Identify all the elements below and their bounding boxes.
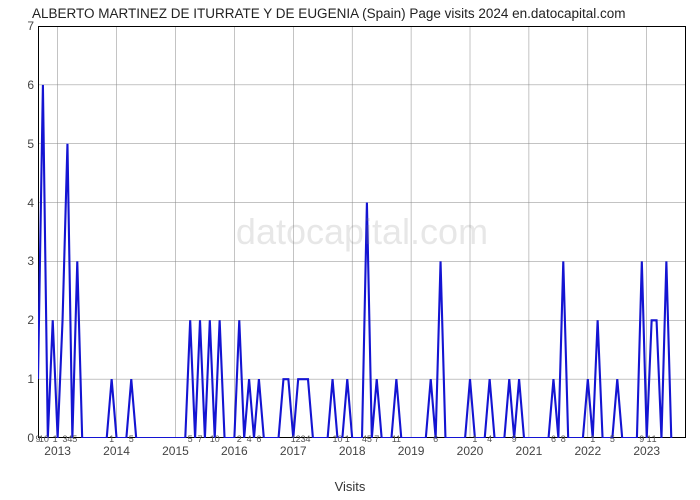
x-month-label: 8: [561, 434, 566, 444]
x-month-label: 7: [374, 434, 379, 444]
x-month-label: 5: [610, 434, 615, 444]
x-month-label: 5: [72, 434, 77, 444]
y-tick-label: 0: [27, 431, 34, 445]
x-year-label: 2018: [339, 444, 366, 458]
x-month-label: 1: [53, 434, 58, 444]
x-month-label: 10: [210, 434, 220, 444]
x-month-label: 5: [129, 434, 134, 444]
x-year-label: 2020: [457, 444, 484, 458]
x-year-label: 2023: [633, 444, 660, 458]
x-year-label: 2022: [574, 444, 601, 458]
x-month-label: 6: [433, 434, 438, 444]
chart-image: { "title": "ALBERTO MARTINEZ DE ITURRATE…: [0, 0, 700, 500]
x-month-label: 6: [551, 434, 556, 444]
x-month-label: 4: [487, 434, 492, 444]
plot-svg: [38, 26, 686, 438]
x-month-label: 1: [109, 434, 114, 444]
chart-title: ALBERTO MARTINEZ DE ITURRATE Y DE EUGENI…: [0, 6, 700, 21]
x-month-label: 1: [652, 434, 657, 444]
plot-area: datocapital.com: [38, 26, 686, 438]
x-axis-title: Visits: [0, 479, 700, 494]
x-year-label: 2019: [398, 444, 425, 458]
y-tick-label: 4: [27, 196, 34, 210]
x-month-label: 1: [472, 434, 477, 444]
y-axis-labels: 01234567: [16, 26, 34, 438]
x-year-label: 2015: [162, 444, 189, 458]
x-year-label: 2014: [103, 444, 130, 458]
x-month-label: 10: [39, 434, 49, 444]
x-month-label: 4: [305, 434, 310, 444]
x-month-label: 4: [247, 434, 252, 444]
x-year-labels: 2013 2014 2015 2016 2017 2018 2019 2020 2021 2022…: [38, 444, 686, 460]
grid-group: [38, 26, 686, 438]
y-tick-label: 2: [27, 313, 34, 327]
x-month-label: 2: [237, 434, 242, 444]
x-month-label: 1: [590, 434, 595, 444]
x-year-label: 2021: [516, 444, 543, 458]
y-tick-label: 3: [27, 254, 34, 268]
y-tick-label: 7: [27, 19, 34, 33]
y-tick-label: 6: [27, 78, 34, 92]
y-tick-label: 5: [27, 137, 34, 151]
x-month-label: 1: [345, 434, 350, 444]
border-group: [39, 27, 686, 438]
x-month-label: 10: [332, 434, 342, 444]
x-month-label: 7: [197, 434, 202, 444]
y-tick-label: 1: [27, 372, 34, 386]
x-month-label: 6: [256, 434, 261, 444]
x-year-label: 2017: [280, 444, 307, 458]
x-year-label: 2016: [221, 444, 248, 458]
x-month-label: 5: [188, 434, 193, 444]
x-month-label: 11: [392, 434, 401, 444]
x-year-label: 2013: [44, 444, 71, 458]
x-month-label: 5: [367, 434, 372, 444]
x-month-label: 9: [639, 434, 644, 444]
x-month-label: 9: [512, 434, 517, 444]
